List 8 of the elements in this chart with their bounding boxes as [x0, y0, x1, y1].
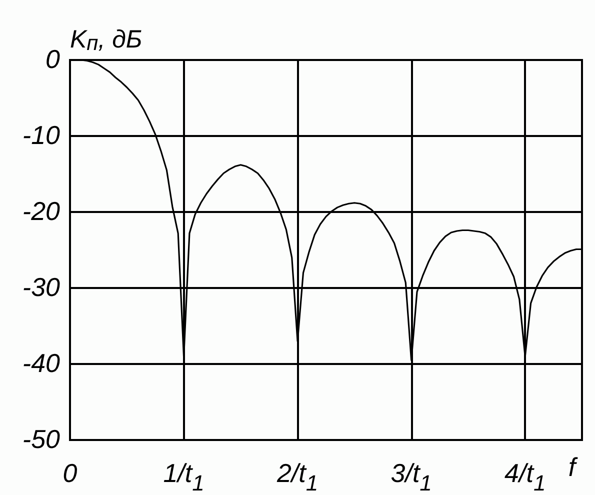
y-axis-title: Kп, дБ — [70, 26, 142, 55]
y-tick-label: -10 — [22, 120, 61, 150]
y-tick-label: -40 — [22, 348, 61, 378]
x-axis-title: f — [568, 452, 578, 482]
y-tick-label: -50 — [22, 424, 61, 454]
y-tick-label: -30 — [22, 272, 61, 302]
y-tick-label: 0 — [46, 44, 61, 74]
y-tick-label: -20 — [22, 196, 61, 226]
